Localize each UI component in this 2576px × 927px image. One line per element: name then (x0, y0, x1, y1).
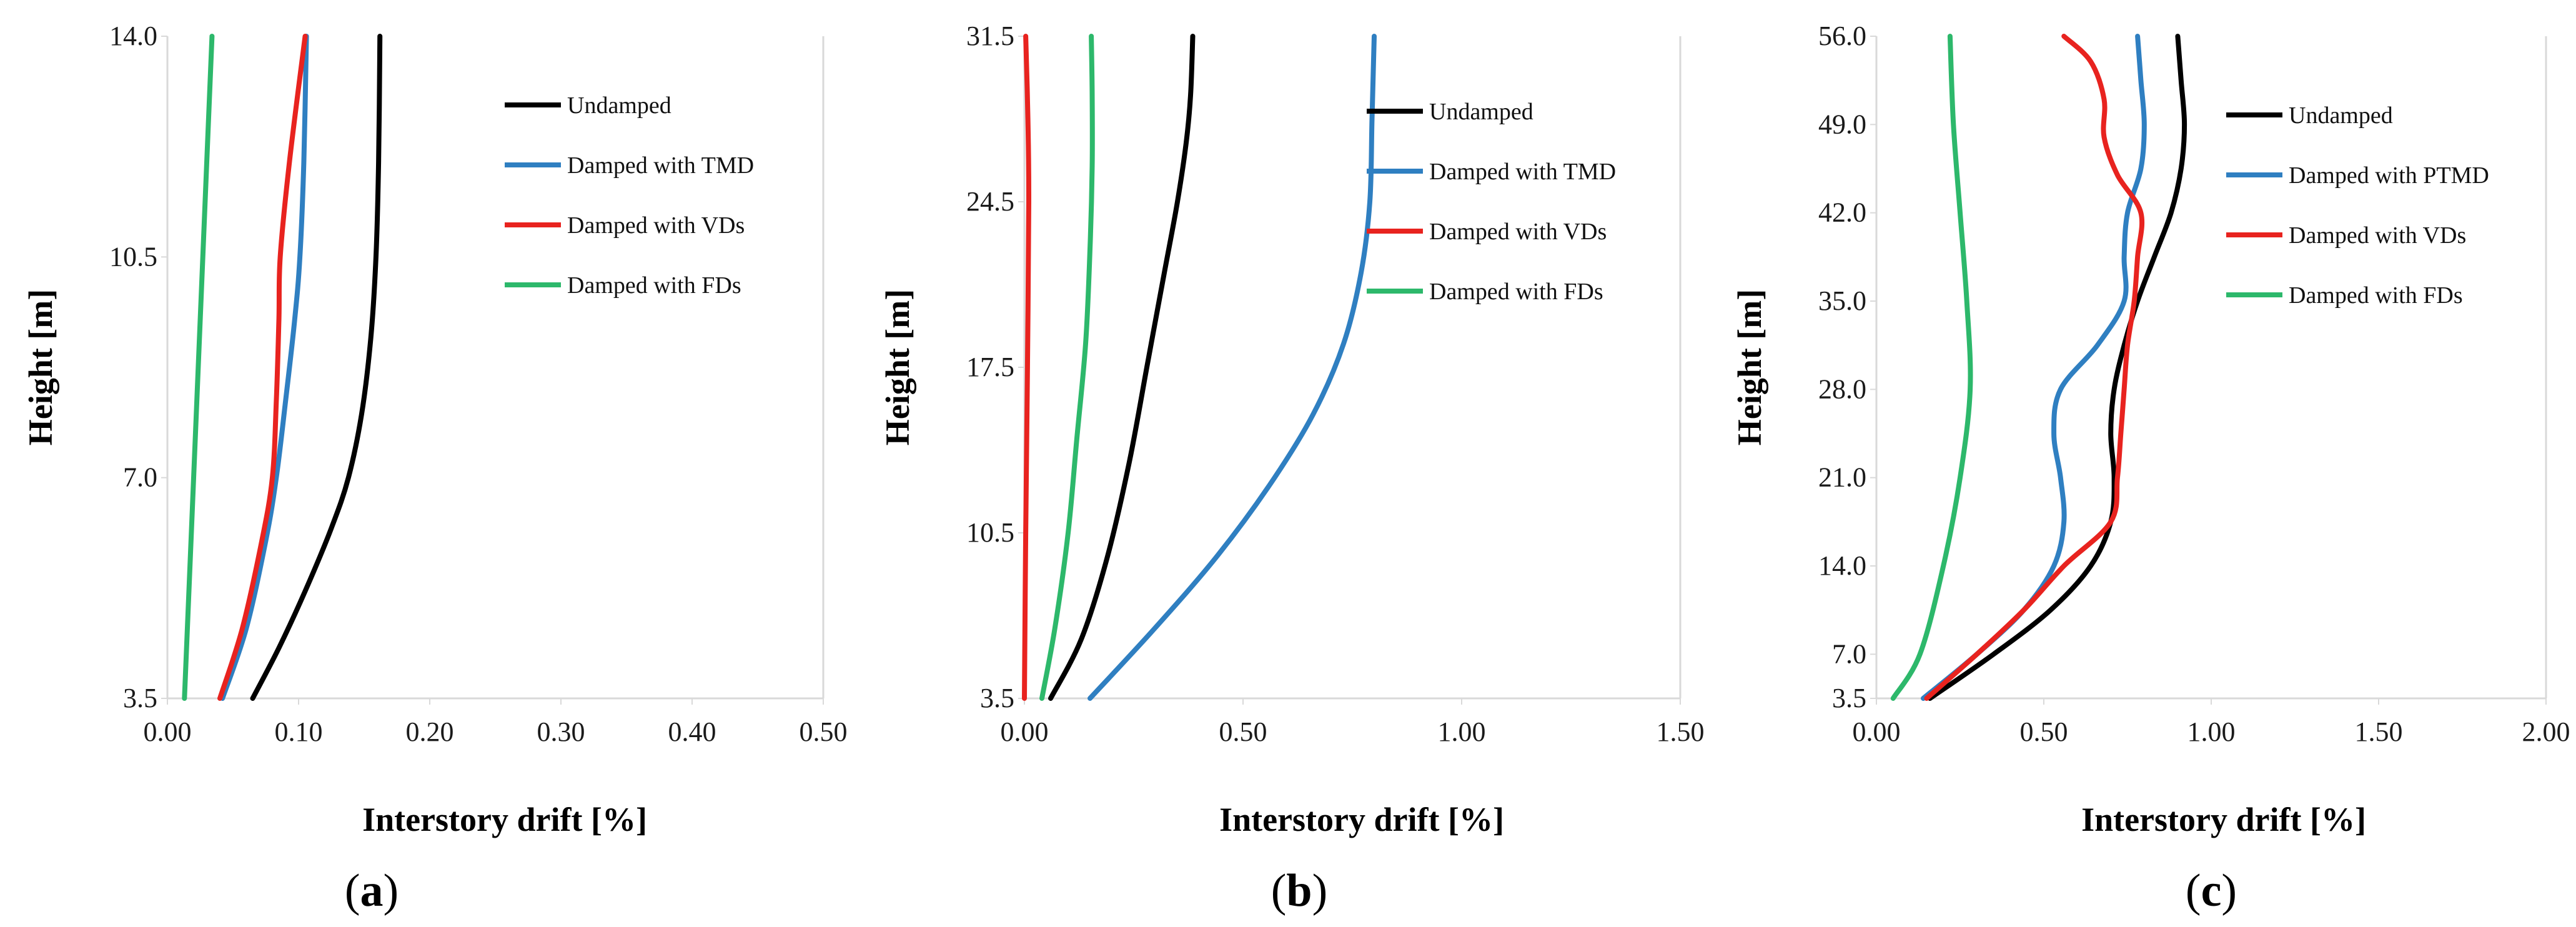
legend: Undamped Damped with TMD Damped with VDs Da… (505, 92, 754, 299)
legend: Undamped Damped with TMD Damped with VDs Da… (1367, 99, 1616, 305)
series-line-damped-with-fds (1890, 34, 1973, 701)
legend-label: Damped with FDs (567, 272, 741, 299)
panel-label-close: ) (2221, 865, 2237, 916)
x-axis-title: Interstory drift [%] (1219, 801, 1504, 838)
legend-label: Undamped (1429, 99, 1533, 125)
y-tick-label: 56.0 (1818, 21, 1866, 51)
legend: Undamped Damped with PTMD Damped with VDs D… (2226, 102, 2489, 309)
y-tick-label: 21.0 (1818, 462, 1866, 493)
y-tick-label: 17.5 (966, 352, 1014, 382)
chart-panel-b: 0.00 0.50 1.00 1.50 3.5 10.5 17.5 24.5 31.5 Inter… (879, 21, 1705, 916)
y-tick-label: 3.5 (123, 683, 157, 713)
panel-label-close: ) (1312, 865, 1328, 916)
series-line-damped-with-vds (217, 34, 308, 701)
x-axis-title: Interstory drift [%] (362, 801, 647, 838)
series-line-undamped (1048, 34, 1196, 701)
series-line-damped-with-fds (182, 34, 215, 701)
panel-label: (b) (1271, 865, 1327, 916)
legend-label: Undamped (567, 92, 671, 119)
x-tick-label: 0.10 (275, 716, 323, 747)
x-tick-label: 1.50 (2355, 716, 2403, 747)
y-axis-title: Height [m] (879, 289, 916, 445)
y-tick-label: 24.5 (966, 186, 1014, 217)
legend-label: Damped with VDs (2289, 222, 2466, 249)
series-line-undamped (1927, 34, 2187, 701)
x-tick-label: 0.20 (406, 716, 454, 747)
legend-label: Damped with TMD (567, 152, 754, 179)
y-tick-label: 31.5 (966, 21, 1014, 51)
y-tick-label: 35.0 (1818, 285, 1866, 316)
x-tick-label: 0.50 (1219, 716, 1267, 747)
y-tick-label: 3.5 (1832, 683, 1866, 713)
y-tick-label: 7.0 (123, 462, 157, 493)
x-tick-label: 0.30 (537, 716, 585, 747)
legend-label: Damped with FDs (1429, 279, 1603, 305)
y-axis-title: Height [m] (22, 289, 59, 445)
legend-label: Damped with PTMD (2289, 162, 2489, 189)
y-tick-label: 14.0 (1818, 550, 1866, 581)
y-tick-label: 28.0 (1818, 374, 1866, 404)
x-tick-label: 0.00 (144, 716, 192, 747)
series-line-damped-with-tmd (220, 34, 309, 701)
y-tick-label: 10.5 (966, 517, 1014, 548)
x-tick-label: 0.50 (800, 716, 848, 747)
series-line-damped-with-tmd (1087, 34, 1377, 701)
y-tick-label: 3.5 (980, 683, 1014, 713)
panel-label-open: ( (1271, 865, 1287, 916)
panel-label-letter: a (360, 865, 384, 916)
panel-label-letter: b (1286, 865, 1312, 916)
legend-label: Damped with TMD (1429, 159, 1616, 185)
x-tick-label: 1.00 (2187, 716, 2236, 747)
x-tick-label: 2.00 (2522, 716, 2570, 747)
chart-panel-c: 0.00 0.50 1.00 1.50 2.00 3.5 7.0 14.0 21.0 28.0 35… (1731, 21, 2570, 916)
y-tick-label: 42.0 (1818, 197, 1866, 228)
x-tick-label: 1.00 (1438, 716, 1486, 747)
y-tick-label: 10.5 (109, 241, 157, 272)
y-tick-label: 14.0 (109, 21, 157, 51)
panel-label-close: ) (384, 865, 399, 916)
panel-label-open: ( (2186, 865, 2201, 916)
x-tick-label: 1.50 (1657, 716, 1705, 747)
series-line-damped-with-fds (1039, 34, 1095, 701)
y-tick-label: 7.0 (1832, 638, 1866, 669)
y-axis-title: Height [m] (1731, 289, 1768, 445)
panel-label: (c) (2186, 865, 2237, 916)
x-axis-title: Interstory drift [%] (2081, 801, 2366, 838)
series-line-undamped (250, 34, 383, 701)
panel-label-letter: c (2201, 865, 2222, 916)
legend-label: Damped with VDs (1429, 219, 1607, 245)
x-tick-label: 0.00 (1001, 716, 1049, 747)
y-tick-label: 49.0 (1818, 109, 1866, 139)
legend-label: Damped with VDs (567, 212, 745, 239)
panel-label-open: ( (345, 865, 360, 916)
series-line-damped-with-vds (1924, 34, 2145, 701)
x-tick-label: 0.40 (668, 716, 716, 747)
legend-label: Damped with FDs (2289, 282, 2463, 309)
x-tick-label: 0.50 (2020, 716, 2068, 747)
series-line-damped-with-vds (1022, 34, 1032, 701)
panel-label: (a) (345, 865, 399, 916)
chart-panel-a: 0.00 0.10 0.20 0.30 0.40 0.50 3.5 7.0 10.5 14.0 In… (22, 21, 848, 916)
x-tick-label: 0.00 (1853, 716, 1901, 747)
legend-label: Undamped (2289, 102, 2393, 129)
